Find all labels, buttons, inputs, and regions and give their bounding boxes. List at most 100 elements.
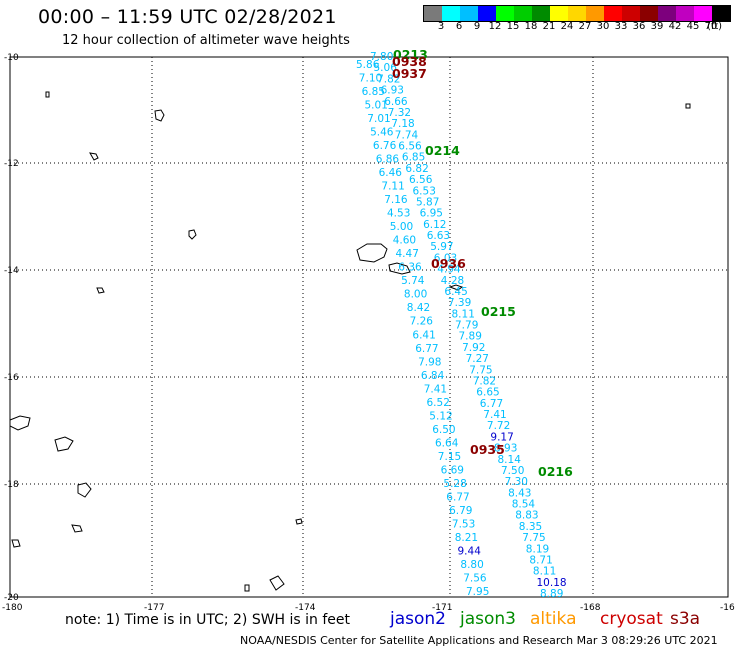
island-lau-2 bbox=[244, 584, 250, 592]
wave-height-b: 8.80 bbox=[460, 559, 483, 571]
island-tutuila bbox=[448, 284, 464, 291]
wave-height-a: 7.75 bbox=[522, 532, 545, 544]
wave-height-a: 7.75 bbox=[469, 364, 492, 376]
map-subtitle: 12 hour collection of altimeter wave hei… bbox=[62, 33, 350, 48]
lon-label: -177 bbox=[144, 603, 164, 613]
wave-height-a: 7.92 bbox=[462, 342, 485, 354]
island-small-3 bbox=[96, 287, 105, 294]
legend-tick-label: 36 bbox=[632, 21, 646, 32]
wave-height-a: 4.28 bbox=[441, 275, 464, 287]
wave-height-a: 8.11 bbox=[452, 308, 475, 320]
wave-height-b: 7.16 bbox=[384, 194, 408, 206]
legend-tick-label: 27 bbox=[578, 21, 592, 32]
wave-height-b: 6.52 bbox=[427, 397, 450, 409]
wave-height-a: 6.77 bbox=[480, 398, 503, 410]
wave-height-b: 6.79 bbox=[449, 505, 472, 517]
wave-height-b: 5.74 bbox=[401, 275, 425, 287]
legend-swatch bbox=[676, 6, 694, 21]
island-futuna bbox=[188, 229, 197, 240]
wave-height-a: 7.89 bbox=[459, 331, 482, 343]
pass-time-label: 0216 bbox=[538, 464, 573, 479]
wave-height-b: 4.53 bbox=[387, 208, 410, 220]
satellite-s3a: s3a bbox=[670, 609, 701, 629]
wave-height-a: 6.63 bbox=[427, 230, 450, 242]
wave-height-a: 7.72 bbox=[487, 420, 510, 432]
wave-height-a: 5.06 bbox=[374, 62, 398, 74]
axis-labels: -10 -12 -14 -16 -18 -20-180 -177 -174 -171 -168 -1… bbox=[2, 53, 735, 613]
graticule bbox=[9, 56, 729, 598]
wave-height-a: 6.95 bbox=[420, 208, 443, 220]
wave-height-a: 6.85 bbox=[402, 152, 425, 164]
lon-label: -180 bbox=[2, 603, 23, 613]
wave-height-b: 5.46 bbox=[370, 127, 394, 139]
pass-time-label: 0938 bbox=[392, 54, 427, 69]
wave-height-b: 5.12 bbox=[429, 410, 452, 422]
legend-swatch bbox=[478, 6, 496, 21]
island-fiji-4 bbox=[11, 539, 21, 548]
pass-time-label: 0936 bbox=[431, 256, 466, 271]
wave-height-b: 7.26 bbox=[410, 316, 434, 328]
legend-tick-label: 30 bbox=[596, 21, 610, 32]
legend-swatch bbox=[550, 6, 568, 21]
wave-height-a: 6.93 bbox=[381, 85, 404, 97]
wave-height-a: 7.18 bbox=[391, 118, 414, 130]
wave-height-b: 8.21 bbox=[455, 532, 478, 544]
wave-height-b: 6.77 bbox=[446, 491, 469, 503]
legend-tick-label: 70 bbox=[704, 21, 718, 32]
island-savaii bbox=[388, 262, 411, 275]
wave-height-b: 7.11 bbox=[381, 181, 404, 193]
wave-height-b: 7.41 bbox=[424, 383, 447, 395]
wave-height-b: 7.56 bbox=[463, 573, 487, 585]
legend-swatch bbox=[532, 6, 550, 21]
pass-time-label: 0215 bbox=[481, 304, 516, 319]
wave-height-a: 8.54 bbox=[512, 499, 536, 511]
wave-height-a: 10.18 bbox=[537, 577, 567, 589]
island-lau bbox=[269, 575, 285, 591]
legend-swatch bbox=[460, 6, 478, 21]
wave-height-a: 8.83 bbox=[515, 510, 538, 522]
pass-time-label: 0213 bbox=[393, 47, 428, 62]
wave-height-b: 7.15 bbox=[438, 451, 461, 463]
wave-height-b: 8.00 bbox=[404, 289, 427, 301]
wave-height-a: 7.30 bbox=[505, 476, 528, 488]
legend-tick-label: 6 bbox=[455, 21, 463, 32]
island-fiji-3 bbox=[77, 482, 92, 498]
legend-swatch bbox=[496, 6, 514, 21]
island-fiji-5 bbox=[71, 524, 83, 533]
wave-height-b: 7.98 bbox=[418, 356, 441, 368]
island-small-5 bbox=[295, 518, 303, 525]
legend-tick-label: 24 bbox=[560, 21, 574, 32]
wave-height-b: 5.86 bbox=[356, 59, 380, 71]
legend-swatch bbox=[712, 6, 730, 21]
legend-unit: (ft) bbox=[707, 21, 723, 32]
lat-label: -10 bbox=[4, 53, 19, 63]
legend-swatch bbox=[586, 6, 604, 21]
wave-height-b: 6.64 bbox=[435, 437, 459, 449]
legend-tick-label: 45 bbox=[686, 21, 700, 32]
wave-height-a: 7.79 bbox=[455, 320, 478, 332]
legend-swatch bbox=[622, 6, 640, 21]
wave-height-a: 5.87 bbox=[416, 196, 439, 208]
legend-swatch bbox=[568, 6, 586, 21]
wave-height-a: 6.03 bbox=[434, 252, 457, 264]
wave-height-b: 4.47 bbox=[396, 248, 419, 260]
wave-height-b: 8.42 bbox=[407, 302, 430, 314]
legend-swatch bbox=[640, 6, 658, 21]
islands bbox=[9, 91, 691, 592]
wave-height-a: 8.11 bbox=[533, 566, 556, 578]
wave-height-a: 7.27 bbox=[466, 353, 489, 365]
wave-height-a: 6.56 bbox=[398, 141, 422, 153]
wave-height-a: 6.53 bbox=[413, 185, 436, 197]
wave-height-a: 8.93 bbox=[494, 443, 517, 455]
legend-tick-label: 12 bbox=[488, 21, 502, 32]
legend-tick-label: 18 bbox=[524, 21, 538, 32]
wave-height-b: 5.00 bbox=[390, 221, 413, 233]
lat-label: -18 bbox=[4, 480, 19, 490]
legend-tick-label: 21 bbox=[542, 21, 556, 32]
satellite-altika: altika bbox=[530, 609, 577, 629]
legend-tick-label: 9 bbox=[473, 21, 481, 32]
map-title: 00:00 – 11:59 UTC 02/28/2021 bbox=[38, 6, 337, 28]
satellite-cryosat: cryosat bbox=[600, 609, 663, 629]
